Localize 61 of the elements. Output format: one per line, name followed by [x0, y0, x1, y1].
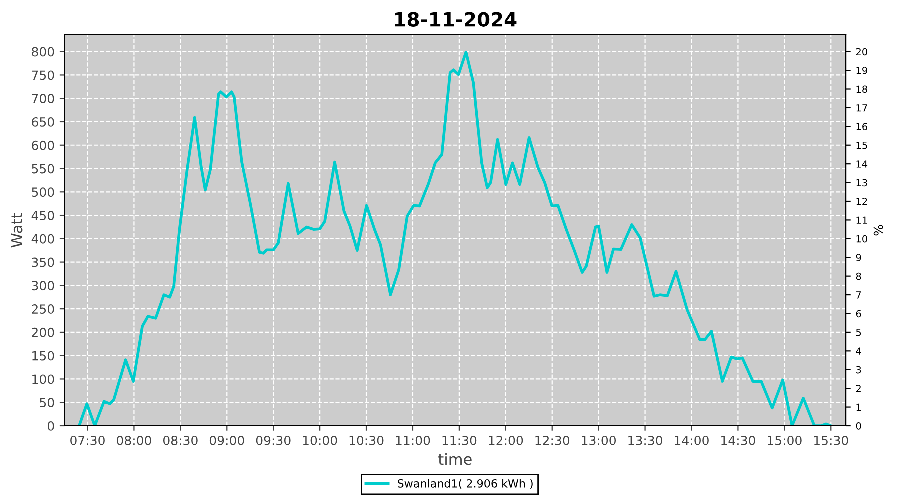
- y2-tick-label: 18: [856, 86, 868, 94]
- y2-tick-label: 16: [856, 123, 868, 130]
- y-tick-label: 550: [32, 164, 54, 174]
- x-tick-label: 09:00: [210, 436, 244, 446]
- y2-tick-label: 5: [856, 329, 862, 336]
- y2-tick-label: 0: [856, 422, 862, 430]
- y2-tick-label: 12: [856, 198, 868, 206]
- x-tick-label: 13:30: [628, 436, 662, 446]
- y-tick-label: 400: [32, 234, 54, 244]
- x-tick-label: 11:00: [396, 436, 430, 446]
- y-tick-label: 50: [40, 398, 54, 408]
- y2-tick-label: 10: [856, 235, 868, 243]
- x-tick-label: 13:00: [582, 436, 616, 446]
- x-tick-label: 12:00: [489, 436, 524, 446]
- x-tick-label: 10:30: [350, 436, 384, 446]
- y2-tick-label: 20: [856, 48, 868, 56]
- y-tick-label: 100: [32, 374, 54, 384]
- x-tick-label: 14:00: [675, 436, 709, 446]
- y-tick-label: 200: [32, 328, 54, 338]
- x-tick-label: 14:30: [722, 436, 756, 446]
- x-tick-label: 08:00: [117, 436, 152, 446]
- y2-tick-label: 13: [856, 179, 868, 187]
- x-axis-title: time: [438, 453, 472, 466]
- y-tick-label: 150: [32, 351, 54, 361]
- y-tick-label: 800: [32, 47, 54, 57]
- y2-tick-label: 17: [856, 104, 868, 112]
- y-tick-label: 750: [32, 70, 54, 80]
- y-tick-label: 350: [32, 258, 54, 268]
- x-tick-label: 11:30: [442, 436, 477, 446]
- y-tick-label: 500: [32, 188, 54, 198]
- y2-tick-label: 1: [856, 404, 862, 411]
- y2-axis-title: %: [874, 225, 884, 236]
- y2-tick-label: 7: [856, 292, 862, 299]
- x-tick-label: 15:30: [814, 436, 848, 446]
- y-tick-label: 650: [32, 117, 54, 127]
- line-series: [78, 50, 833, 426]
- x-tick-label: 09:30: [256, 436, 291, 446]
- y2-tick-label: 11: [856, 216, 868, 224]
- x-tick-label: 15:00: [768, 436, 802, 446]
- y-tick-label: 0: [48, 421, 54, 431]
- x-tick-label: 12:30: [536, 436, 570, 446]
- y-tick-label: 300: [32, 281, 54, 291]
- y2-tick-label: 2: [856, 385, 861, 392]
- x-tick-label: 08:30: [163, 436, 198, 446]
- x-tick-label: 10:00: [303, 436, 338, 446]
- y2-tick-label: 8: [856, 272, 862, 280]
- y2-tick-label: 3: [856, 366, 862, 374]
- y-tick-label: 250: [32, 304, 54, 314]
- y2-tick-label: 14: [856, 160, 868, 168]
- y-tick-label: 450: [32, 211, 54, 220]
- y2-tick-label: 19: [856, 67, 868, 74]
- y-tick-label: 600: [32, 140, 54, 150]
- legend-label: Swanland1( 2.906 kWh ): [398, 479, 533, 490]
- y2-tick-label: 6: [856, 310, 862, 318]
- y-tick-label: 700: [32, 94, 54, 104]
- y-axis-title: Watt: [11, 213, 23, 248]
- chart-title: 18-11-2024: [395, 12, 517, 27]
- x-tick-label: 07:30: [70, 436, 105, 446]
- y2-tick-label: 9: [856, 254, 862, 262]
- y2-tick-label: 4: [856, 348, 862, 355]
- y2-tick-label: 15: [856, 142, 868, 150]
